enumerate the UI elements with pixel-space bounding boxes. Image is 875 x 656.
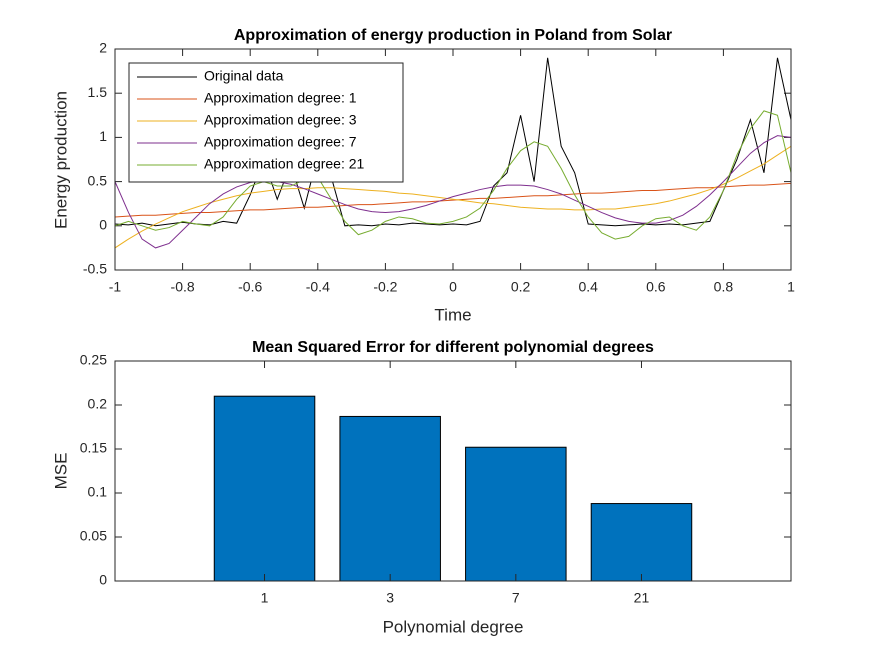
x-tick-label: 21: [634, 590, 650, 606]
bar: [465, 446, 567, 582]
y-tick-label: 0.5: [88, 172, 108, 188]
chart-title: Mean Squared Error for different polynom…: [252, 339, 654, 356]
x-axis-label: Time: [434, 305, 471, 324]
chart-title: Approximation of energy production in Po…: [234, 27, 672, 44]
x-tick-label: 1: [787, 279, 795, 295]
y-tick-label: -0.5: [83, 261, 107, 277]
x-tick-label: 0.4: [578, 279, 598, 295]
x-tick-label: 1: [261, 590, 269, 606]
y-tick-label: 0.2: [88, 396, 108, 412]
plot-area: [115, 57, 791, 249]
y-tick-label: 0.25: [80, 352, 107, 368]
x-tick-label: 3: [386, 590, 394, 606]
y-tick-label: 0.15: [80, 440, 107, 456]
bar: [339, 415, 441, 582]
bar: [213, 395, 316, 582]
series-line: [115, 135, 791, 249]
x-tick-label: -0.4: [306, 279, 330, 295]
y-tick-label: 1: [99, 128, 107, 144]
series-line: [115, 145, 791, 249]
y-tick-label: 0.1: [88, 484, 108, 500]
x-tick-label: 0.8: [714, 279, 734, 295]
x-axis-label: Polynomial degree: [383, 617, 524, 636]
y-tick-label: 1.5: [88, 84, 108, 100]
x-tick-label: -0.6: [238, 279, 262, 295]
y-tick-label: 0.05: [80, 528, 107, 544]
legend-label: Original data: [204, 68, 284, 84]
legend-box: [128, 62, 404, 183]
y-axis-label: MSE: [51, 453, 70, 490]
legend-label: Approximation degree: 3: [204, 112, 357, 128]
x-tick-label: 0.2: [511, 279, 531, 295]
x-tick-label: 7: [512, 590, 520, 606]
legend-label: Approximation degree: 7: [204, 134, 357, 150]
axes-frame: [114, 360, 792, 582]
axes-frame: [114, 48, 792, 271]
y-axis-label: Energy production: [51, 91, 70, 229]
legend-label: Approximation degree: 1: [204, 90, 357, 106]
y-tick-label: 0: [99, 572, 107, 588]
x-tick-label: 0.6: [646, 279, 666, 295]
series-line: [115, 57, 791, 227]
legend-label: Approximation degree: 21: [204, 156, 365, 172]
x-tick-label: -0.8: [171, 279, 195, 295]
x-tick-label: -1: [109, 279, 122, 295]
y-tick-label: 2: [99, 40, 107, 56]
series-line: [115, 110, 791, 240]
bar: [590, 503, 693, 582]
x-tick-label: 0: [449, 279, 457, 295]
x-tick-label: -0.2: [373, 279, 397, 295]
y-tick-label: 0: [99, 217, 107, 233]
